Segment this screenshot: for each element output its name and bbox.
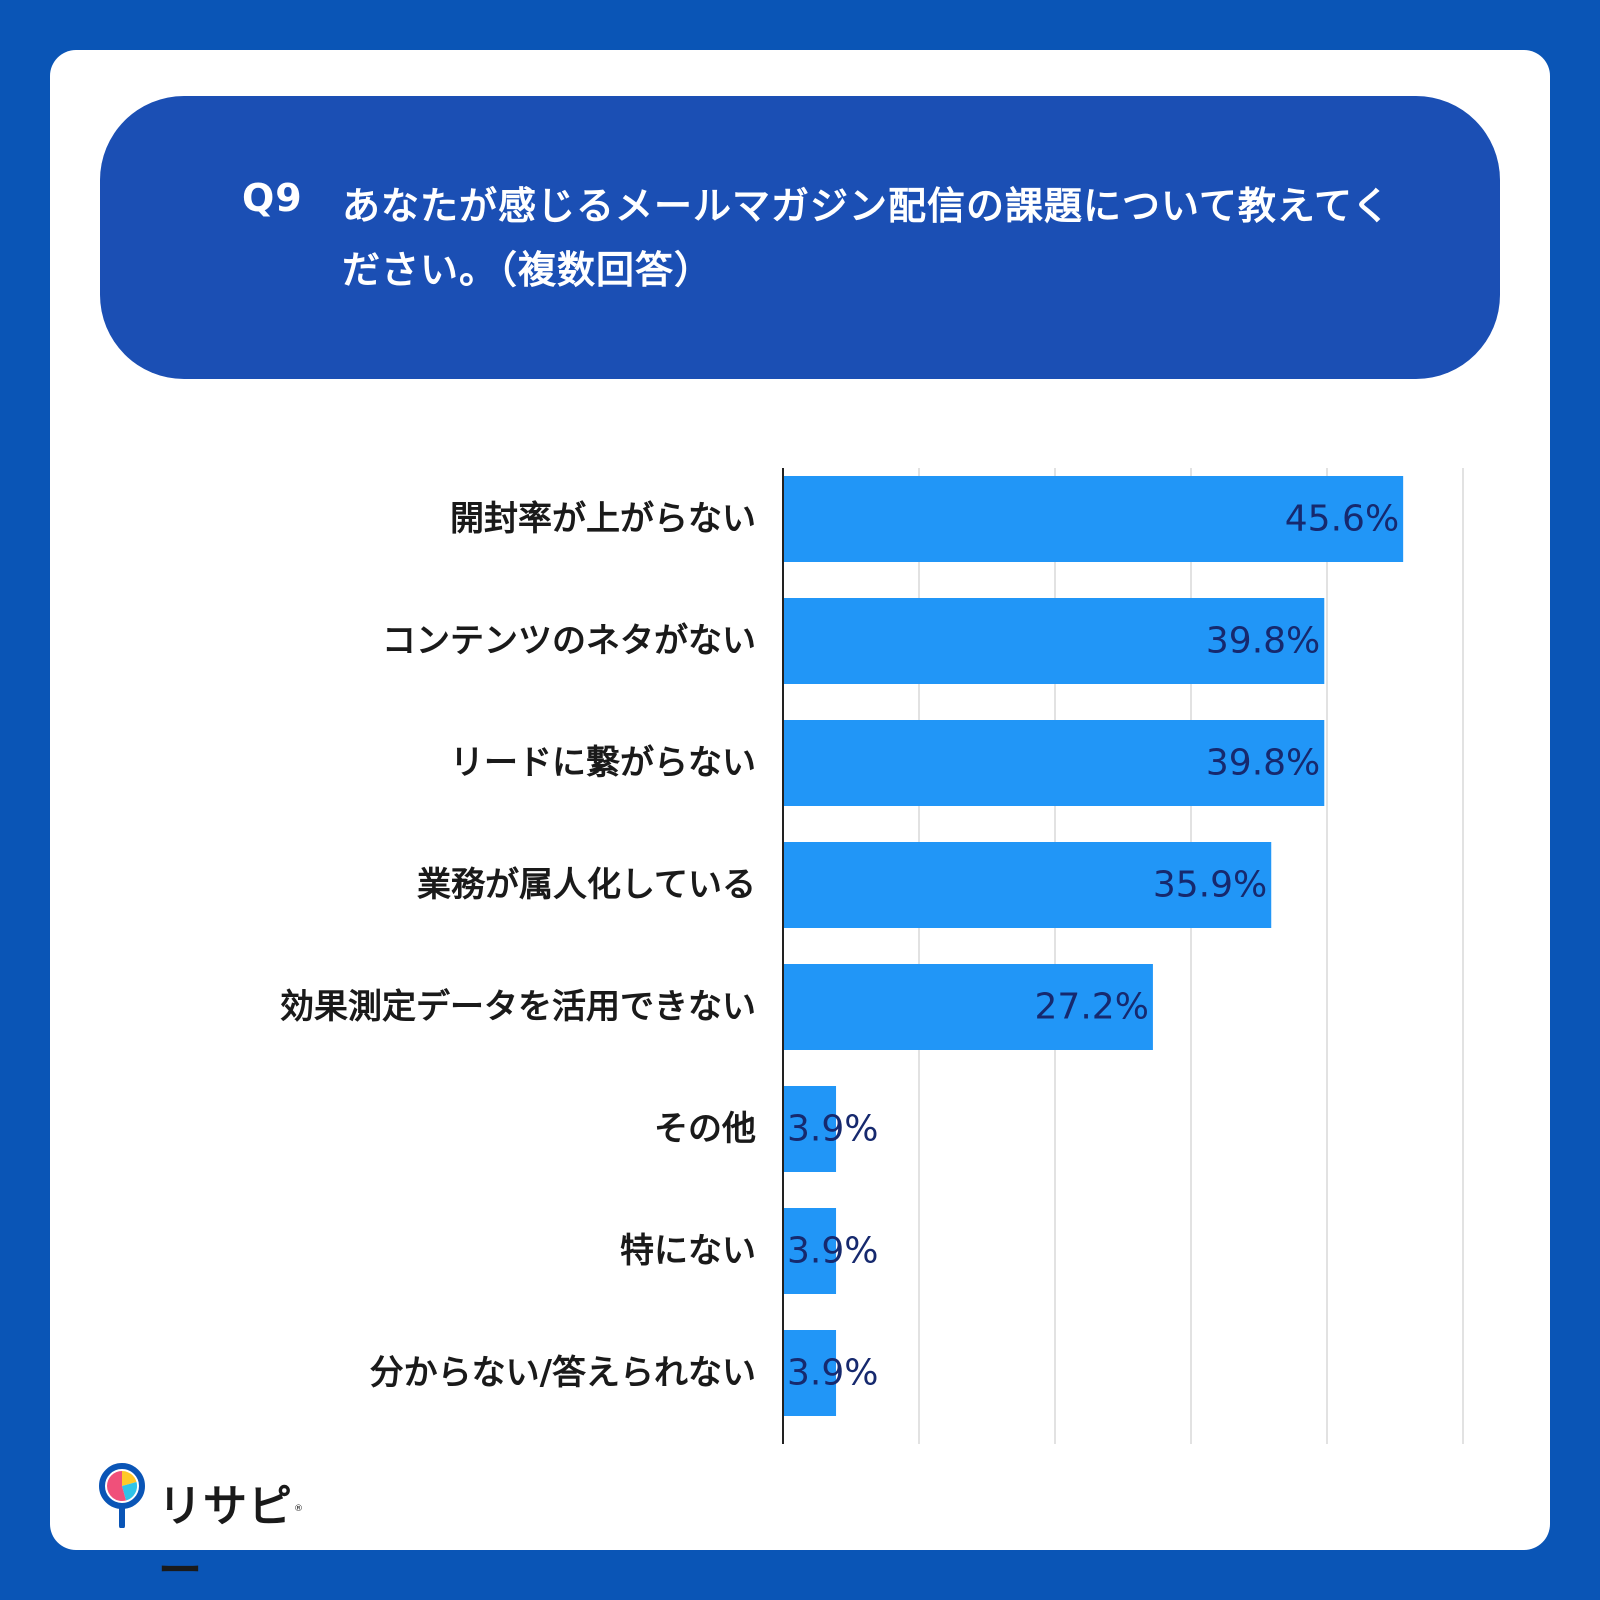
bar-chart: 45.6% 39.8% 39.8% 35.9% 27.2% 3.9% 3.9% 3.9% 開封… [280, 468, 1464, 1444]
brand-logo: リサピー ® [96, 1462, 316, 1596]
category-label: その他 [654, 1109, 756, 1149]
chart-bars [783, 476, 1404, 1416]
category-label: 開封率が上がらない [450, 499, 756, 539]
question-number: Q9 [242, 176, 303, 220]
value-label: 3.9% [787, 1109, 878, 1150]
bar [783, 476, 1404, 562]
category-label: 分からない/答えられない [370, 1353, 756, 1393]
question-text: あなたが感じるメールマガジン配信の課題について教えてください。（複数回答） [342, 184, 1391, 292]
chart-category-labels: 開封率が上がらないコンテンツのネタがないリードに繋がらない業務が属人化している効… [280, 499, 756, 1393]
bar [783, 964, 1153, 1050]
value-label: 45.6% [1285, 499, 1399, 540]
category-label: 効果測定データを活用できない [280, 987, 756, 1027]
category-label: 特にない [620, 1231, 756, 1271]
value-label: 27.2% [1035, 987, 1149, 1028]
chart-value-labels: 45.6% 39.8% 39.8% 35.9% 27.2% 3.9% 3.9% 3.9% [787, 499, 1399, 1394]
value-label: 3.9% [787, 1353, 878, 1394]
registered-mark: ® [294, 1504, 303, 1514]
category-label: コンテンツのネタがない [382, 621, 756, 661]
value-label: 39.8% [1206, 621, 1320, 662]
brand-name: リサピー [158, 1481, 293, 1596]
bar [783, 1208, 837, 1294]
question-banner: Q9 あなたが感じるメールマガジン配信の課題について教えてください。（複数回答） [100, 96, 1500, 379]
bar [783, 1330, 837, 1416]
value-label: 39.8% [1206, 743, 1320, 784]
bar [783, 720, 1325, 806]
chart-card: Q9 あなたが感じるメールマガジン配信の課題について教えてください。（複数回答）… [50, 50, 1550, 1596]
research-pin-icon [99, 1463, 145, 1529]
bar [783, 1086, 837, 1172]
bar [783, 842, 1272, 928]
category-label: 業務が属人化している [417, 865, 756, 905]
value-label: 35.9% [1153, 865, 1267, 906]
bar [783, 598, 1325, 684]
value-label: 3.9% [787, 1231, 878, 1272]
category-label: リードに繋がらない [450, 743, 756, 783]
